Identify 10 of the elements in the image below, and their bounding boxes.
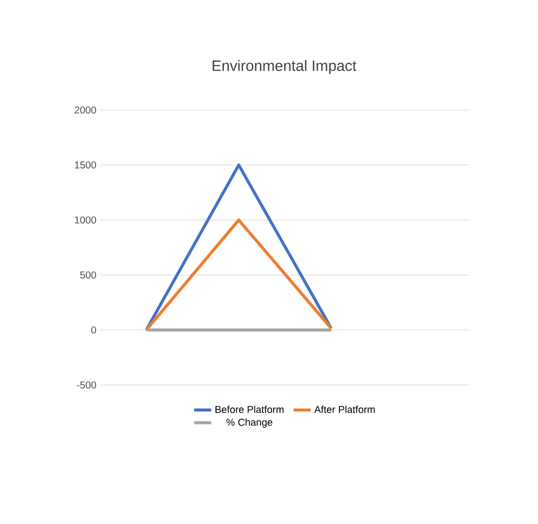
legend-label: Before Platform — [216, 406, 284, 414]
legend-label: % Change — [226, 418, 272, 428]
y-tick-label: 0 — [91, 326, 96, 334]
y-tick-label: 500 — [80, 271, 96, 279]
y-tick-label: 2000 — [74, 106, 96, 114]
y-tick-label: 1500 — [74, 161, 96, 169]
chart-title: Environmental Impact — [212, 60, 356, 74]
y-tick-label: -500 — [76, 381, 96, 389]
y-tick-label: 1000 — [74, 216, 96, 224]
legend-label: After Platform — [314, 406, 375, 414]
